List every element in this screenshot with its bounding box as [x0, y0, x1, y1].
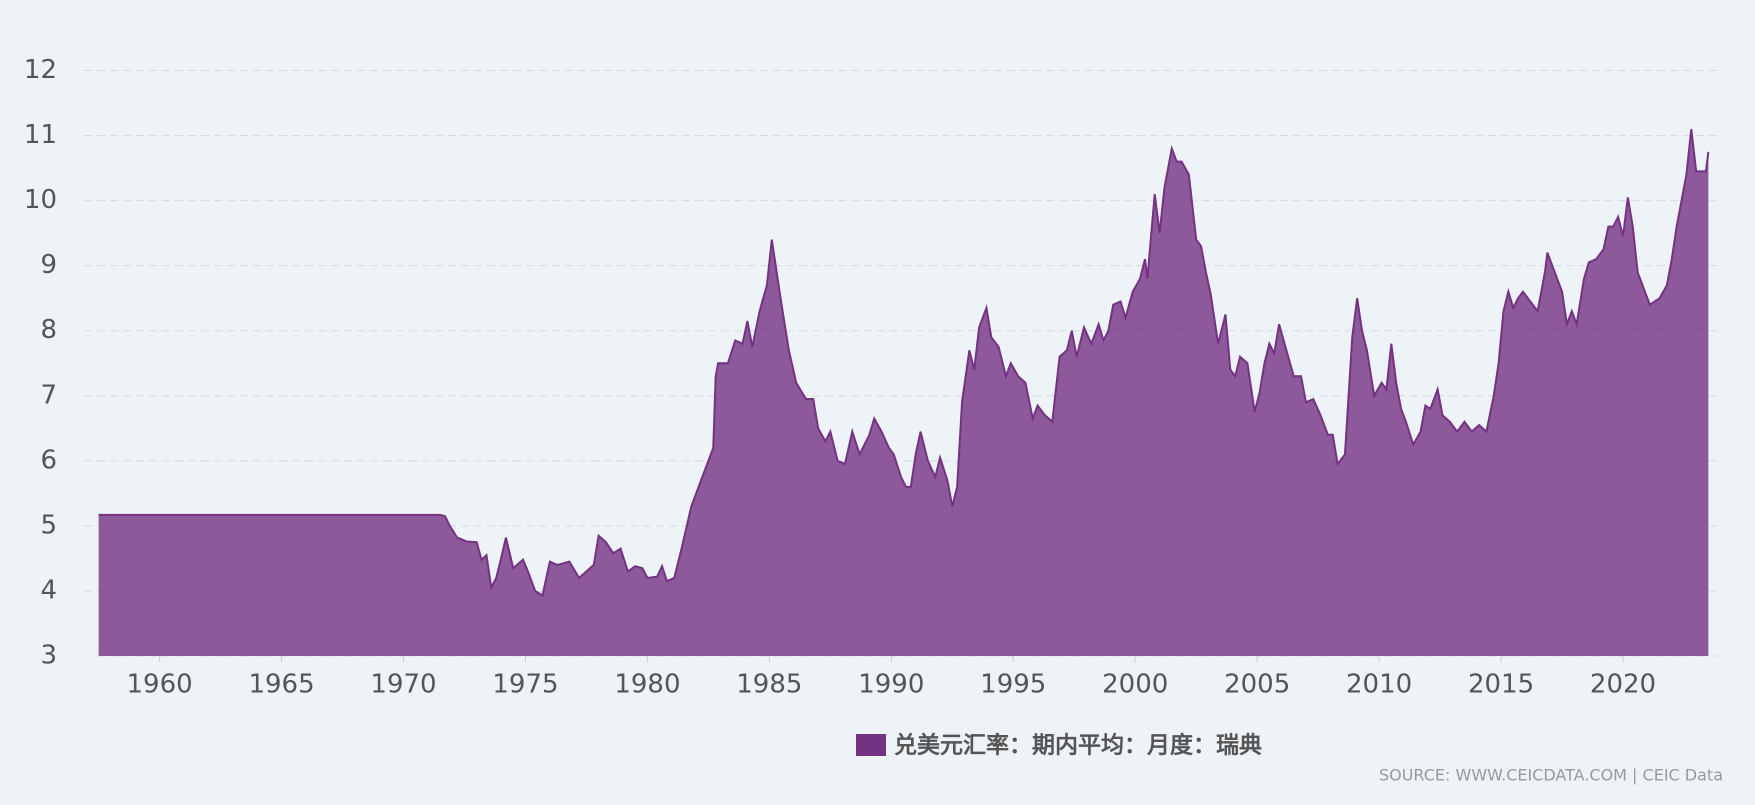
x-tick-label: 1970 [370, 670, 436, 700]
y-tick-label: 4 [40, 575, 57, 605]
x-tick-label: 1985 [736, 670, 802, 700]
line [98, 128, 1710, 598]
y-tick-label: 10 [24, 185, 57, 215]
y-tick-label: 11 [24, 120, 57, 150]
y-tick-label: 9 [40, 250, 57, 280]
y-tick-label: 6 [40, 445, 57, 475]
y-tick-label: 5 [40, 510, 57, 540]
x-tick-label: 1990 [858, 670, 924, 700]
x-tick-label: 1960 [127, 670, 193, 700]
x-tick-label: 1980 [614, 670, 680, 700]
area [98, 129, 1709, 657]
y-tick-label: 7 [40, 380, 57, 410]
legend-swatch [856, 734, 886, 756]
x-tick-label: 2020 [1590, 670, 1656, 700]
x-tick-label: 2010 [1346, 670, 1412, 700]
x-tick-label: 2000 [1102, 670, 1168, 700]
y-tick-label: 12 [24, 55, 57, 85]
x-tick-label: 2015 [1468, 670, 1534, 700]
y-tick-label: 8 [40, 315, 57, 345]
source: SOURCE: WWW.CEICDATA.COM | CEIC Data [1379, 766, 1723, 785]
legend-label: 兑美元汇率：期内平均：月度：瑞典 [894, 732, 1262, 759]
x-tick-label: 2005 [1224, 670, 1290, 700]
x-tick-label: 1975 [492, 670, 558, 700]
x-tick-label: 1995 [980, 670, 1046, 700]
y-tick-label: 3 [40, 641, 57, 671]
x-tick-label: 1965 [248, 670, 314, 700]
